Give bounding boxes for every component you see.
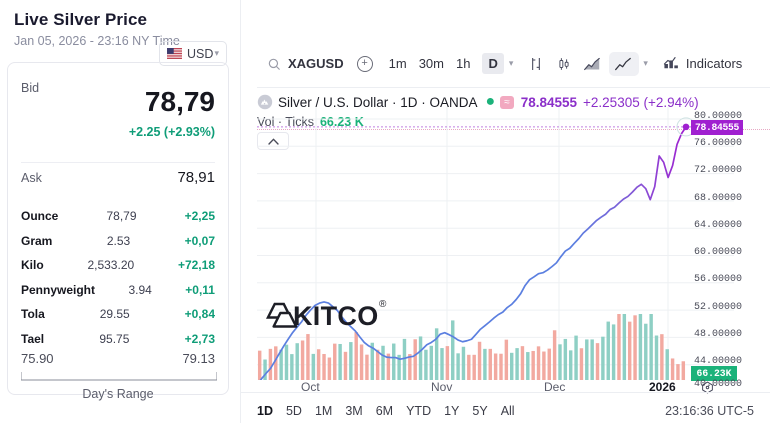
svg-text:KITCO: KITCO <box>293 301 379 331</box>
svg-text:®: ® <box>379 299 387 310</box>
